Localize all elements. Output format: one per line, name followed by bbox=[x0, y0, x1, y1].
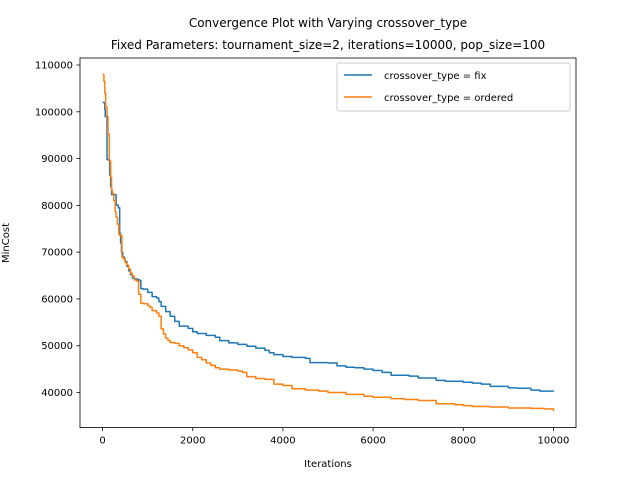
x-tick-label: 8000 bbox=[451, 436, 476, 447]
legend-label-fix: crossover_type = fix bbox=[384, 71, 487, 82]
series-line-fix bbox=[102, 101, 555, 392]
y-tick-label: 100000 bbox=[35, 107, 73, 118]
series-line-ordered bbox=[102, 73, 555, 412]
axes-frame bbox=[79, 57, 577, 429]
y-axis-label: MinCost bbox=[1, 223, 12, 263]
chart-title: Convergence Plot with Varying crossover_… bbox=[189, 16, 467, 30]
x-axis-ticks: 0 2000 4000 6000 8000 10000 bbox=[99, 427, 570, 447]
y-tick-label: 60000 bbox=[41, 294, 73, 305]
series-layer bbox=[102, 73, 555, 412]
legend-label-ordered: crossover_type = ordered bbox=[384, 93, 513, 104]
y-axis-ticks: 40000 50000 60000 70000 80000 90000 100000 1100… bbox=[35, 61, 80, 399]
y-tick-label: 90000 bbox=[41, 154, 73, 165]
x-tick-label: 4000 bbox=[270, 436, 295, 447]
y-tick-label: 40000 bbox=[41, 388, 73, 399]
y-tick-label: 50000 bbox=[41, 341, 73, 352]
x-tick-label: 2000 bbox=[180, 436, 205, 447]
x-tick-label: 6000 bbox=[360, 436, 385, 447]
y-tick-label: 70000 bbox=[41, 248, 73, 259]
x-tick-label: 10000 bbox=[538, 436, 570, 447]
y-tick-label: 80000 bbox=[41, 201, 73, 212]
legend: crossover_type = fix crossover_type = or… bbox=[336, 62, 571, 112]
chart-subtitle: Fixed Parameters: tournament_size=2, ite… bbox=[111, 38, 545, 52]
y-tick-label: 110000 bbox=[35, 61, 73, 72]
legend-box bbox=[336, 62, 571, 112]
x-axis-label: Iterations bbox=[304, 459, 352, 470]
x-tick-label: 0 bbox=[99, 436, 105, 447]
